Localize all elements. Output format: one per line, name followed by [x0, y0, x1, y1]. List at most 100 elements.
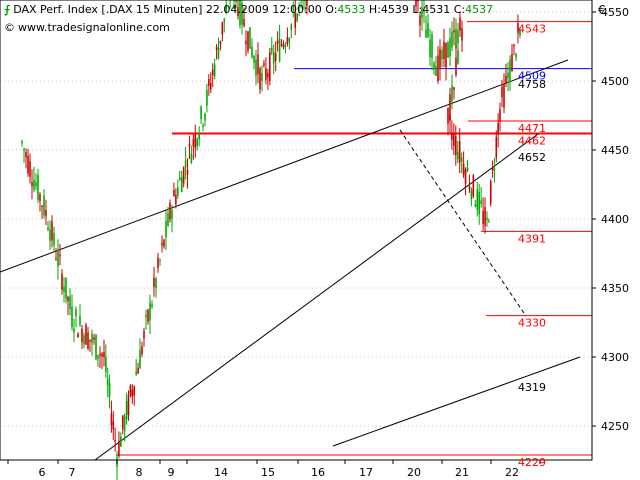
candle-body	[219, 40, 222, 45]
candle-body	[51, 221, 53, 241]
candle-body	[425, 29, 427, 38]
candle-body	[259, 68, 261, 90]
grid-lines	[0, 11, 592, 427]
candle-body	[29, 161, 31, 177]
candle-body	[192, 138, 195, 147]
copyright-icon: ©	[4, 21, 15, 34]
candle-body	[507, 72, 509, 79]
candle-body	[23, 148, 25, 151]
chart-icon: ⨍	[4, 3, 11, 16]
candle-body	[296, 13, 298, 21]
candle-body	[41, 205, 43, 207]
candle-body	[204, 113, 206, 121]
candle-body	[497, 123, 499, 135]
level-label-4543: 4543	[518, 23, 546, 36]
candle-body	[464, 169, 467, 184]
x-tick-label: 9	[168, 466, 175, 479]
candle-body	[457, 50, 459, 64]
level-labels: 4827476746874585458545434509447144624391…	[518, 23, 546, 469]
candle-body	[161, 242, 163, 246]
candle-body	[270, 47, 273, 53]
candle-body	[49, 229, 51, 241]
candle-body	[253, 56, 255, 63]
candle-body	[180, 177, 183, 192]
instrument-name: DAX Perf. Index [.DAX	[13, 3, 133, 16]
y-tick-label: 4500	[601, 75, 629, 88]
candle-body	[286, 36, 289, 45]
close-value: 4537	[465, 3, 494, 16]
candle-body	[456, 151, 459, 160]
candle-body	[235, 0, 237, 2]
low-label: L:	[412, 3, 423, 16]
high-value: 4539	[380, 3, 409, 16]
candle-body	[288, 38, 291, 42]
candle-body	[202, 125, 204, 127]
candle-body	[173, 189, 175, 197]
candle-body	[461, 28, 463, 41]
candle-body	[427, 22, 429, 38]
candle-body	[196, 139, 199, 147]
source-text: www.tradesignalonline.com	[18, 21, 170, 34]
candle-body	[457, 30, 459, 44]
level-label-4391: 4391	[518, 232, 546, 245]
candle-body	[294, 12, 297, 28]
candle-body	[509, 60, 511, 82]
candle-body	[75, 309, 77, 316]
candle-body	[257, 54, 259, 75]
candle-body	[208, 78, 210, 86]
candle-body	[121, 415, 124, 430]
candle-body	[93, 337, 95, 340]
level-label-4509: 4509	[518, 70, 546, 83]
candle-body	[31, 182, 33, 186]
candle-body	[449, 115, 451, 120]
candle-body	[165, 220, 167, 238]
candle-body	[278, 38, 281, 61]
candle-body	[431, 34, 433, 58]
candle-body	[451, 132, 453, 140]
candle-body	[499, 109, 501, 121]
candle-body	[103, 352, 105, 358]
candle-body	[489, 180, 492, 204]
candle-body	[451, 31, 453, 48]
source-line: © www.tradesignalonline.com	[4, 21, 170, 34]
candle-body	[269, 52, 271, 82]
candle-body	[491, 167, 494, 171]
candle-body	[177, 187, 179, 196]
y-tick-label: 4400	[601, 213, 629, 226]
candle-body	[462, 163, 465, 175]
candle-body	[186, 169, 189, 175]
candle-body	[39, 194, 41, 201]
candle-body	[237, 7, 239, 17]
candle-body	[215, 46, 218, 50]
candle-body	[135, 371, 137, 375]
candle-body	[53, 232, 55, 246]
candle-body	[423, 11, 425, 13]
candle-body	[123, 416, 126, 431]
candle-body	[304, 0, 306, 2]
candle-body	[517, 23, 519, 34]
candle-body	[91, 334, 93, 343]
trendline-label-4652: 4652	[518, 151, 546, 164]
low-value: 4531	[422, 3, 451, 16]
candle-body	[57, 251, 59, 267]
candle-body	[71, 306, 73, 327]
candle-body	[175, 194, 177, 205]
candle-body	[21, 141, 23, 144]
candle-body	[69, 296, 71, 309]
candle-body	[118, 440, 120, 457]
candle-body	[43, 195, 45, 216]
candle-body	[120, 436, 122, 447]
candle-body	[515, 54, 517, 58]
x-tick-label: 21	[455, 466, 469, 479]
y-tick-label: 4350	[601, 282, 629, 295]
candle-body	[466, 167, 469, 172]
candle-body	[217, 47, 220, 59]
candle-body	[245, 40, 247, 45]
candle-body	[145, 314, 147, 317]
candle-body	[182, 167, 185, 184]
candle-body	[27, 155, 29, 174]
candle-body	[439, 49, 441, 68]
candle-body	[441, 49, 443, 60]
y-tick-label: 4550	[601, 6, 629, 19]
candle-body	[460, 157, 463, 162]
